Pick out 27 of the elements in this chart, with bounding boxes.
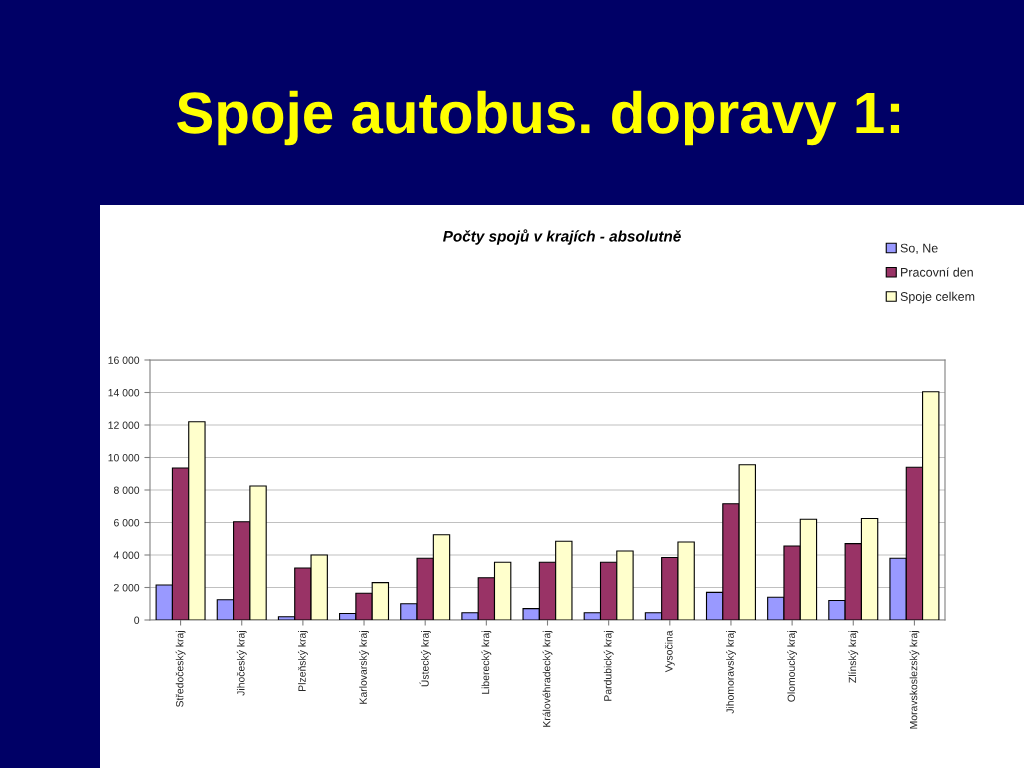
x-tick-label: Jihomoravský kraj xyxy=(726,631,736,714)
y-tick-label: 8 000 xyxy=(113,486,140,494)
y-tick-label: 4 000 xyxy=(113,551,140,559)
x-tick-label: Královéhradecký kraj xyxy=(542,631,553,727)
x-tick-label: Středočeský kraj xyxy=(175,631,186,707)
y-tick-label: 12 000 xyxy=(108,421,140,429)
y-tick-label: 6 000 xyxy=(114,519,140,527)
y-tick-label: 2 000 xyxy=(114,584,140,592)
x-tick-label: Liberecký kraj xyxy=(481,631,492,694)
x-tick-label: Ústecký kraj xyxy=(419,631,431,687)
x-tick-label: Zlínský kraj xyxy=(848,631,859,683)
x-tick-label: Jihočeský kraj xyxy=(236,631,247,696)
x-tick-label: Moravskoslezský kraj xyxy=(909,631,920,729)
x-tick-label: Pardubický kraj xyxy=(603,631,614,701)
x-tick-label: Karlovarský kraj xyxy=(359,631,369,704)
y-tick-label: 16 000 xyxy=(108,356,140,364)
x-tick-label: Plzeňský kraj xyxy=(297,631,308,691)
chart-subtitle: Počty spojů v krajích - absolutně xyxy=(443,229,682,245)
y-tick-label: 10 000 xyxy=(108,454,140,462)
legend-label: Spoje celkem xyxy=(900,291,975,304)
y-tick-label: 0 xyxy=(134,616,140,624)
legend-label: So, Ne xyxy=(900,243,938,254)
x-tick-label: Vysočina xyxy=(664,630,675,673)
legend-label: Pracovní den xyxy=(901,267,973,277)
y-tick-label: 14 000 xyxy=(108,389,140,397)
x-tick-label: Olomoucký kraj xyxy=(787,631,798,702)
chart-title: Spoje autobus. dopravy 1: xyxy=(177,90,900,146)
